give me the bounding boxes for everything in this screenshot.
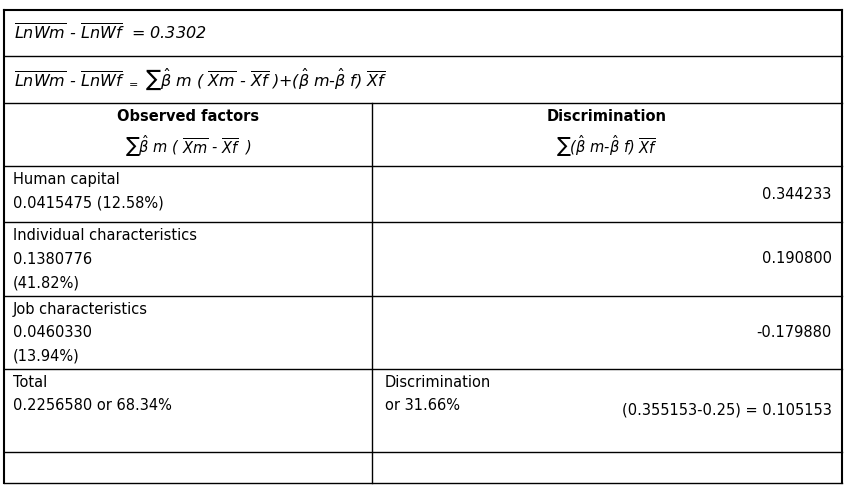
Text: Human capital: Human capital [13,172,119,187]
Text: or 31.66%: or 31.66% [385,398,460,413]
Text: 0.1380776: 0.1380776 [13,252,92,266]
Text: Individual characteristics: Individual characteristics [13,228,196,243]
Text: 0.190800: 0.190800 [761,251,832,266]
Text: 0.0460330: 0.0460330 [13,325,91,340]
Text: Job characteristics: Job characteristics [13,302,148,317]
Text: (0.355153-0.25) = 0.105153: (0.355153-0.25) = 0.105153 [622,403,832,418]
Text: Total: Total [13,375,47,390]
Text: $\sum$($\hat{\beta}$ m-$\hat{\beta}$ f) $\overline{Xf}$: $\sum$($\hat{\beta}$ m-$\hat{\beta}$ f) … [556,133,658,159]
Text: (41.82%): (41.82%) [13,275,80,290]
Text: 0.344233: 0.344233 [762,187,832,202]
Text: 0.0415475 (12.58%): 0.0415475 (12.58%) [13,196,163,211]
Text: (13.94%): (13.94%) [13,348,80,364]
Text: -0.179880: -0.179880 [756,325,832,340]
Text: Observed factors: Observed factors [118,109,259,124]
Text: Discrimination: Discrimination [385,375,492,390]
Text: $\sum\hat{\beta}$ m ( $\overline{Xm}$ - $\overline{Xf}$  ): $\sum\hat{\beta}$ m ( $\overline{Xm}$ - … [125,133,251,159]
Text: Discrimination: Discrimination [547,109,667,124]
Text: $\overline{LnWm}$ - $\overline{LnWf}$  = 0.3302: $\overline{LnWm}$ - $\overline{LnWf}$ = … [14,23,207,43]
Text: 0.2256580 or 68.34%: 0.2256580 or 68.34% [13,398,172,413]
Text: $\overline{LnWm}$ - $\overline{LnWf}$ $_{=}$ $\sum\hat{\beta}$ m ( $\overline{Xm: $\overline{LnWm}$ - $\overline{LnWf}$ $_… [14,67,388,92]
